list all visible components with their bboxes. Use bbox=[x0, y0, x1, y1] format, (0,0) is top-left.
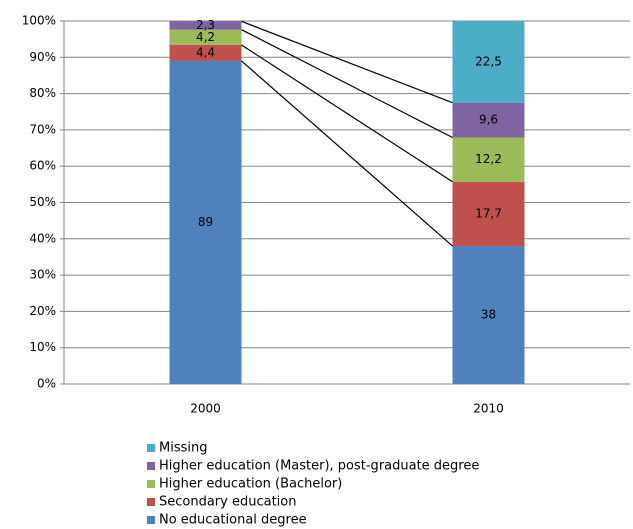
data-label: 4,2 bbox=[196, 30, 215, 44]
data-label: 12,2 bbox=[475, 152, 502, 166]
legend-label: Missing bbox=[159, 441, 207, 456]
bar-segment bbox=[452, 137, 525, 182]
legend-label: Higher education (Master), post-graduate… bbox=[159, 459, 479, 474]
y-tick-label: 90% bbox=[29, 50, 56, 64]
bar-segment bbox=[169, 21, 242, 30]
data-label: 17,7 bbox=[475, 206, 502, 220]
legend-swatch bbox=[147, 462, 155, 470]
y-tick-label: 60% bbox=[29, 159, 56, 173]
data-label: 89 bbox=[198, 215, 213, 229]
legend-label: No educational degree bbox=[159, 513, 307, 528]
data-label: 2,3 bbox=[196, 18, 215, 32]
connector-line bbox=[241, 44, 453, 183]
bar-segment bbox=[169, 60, 242, 385]
legend-swatch bbox=[147, 444, 155, 452]
bar-segment bbox=[452, 102, 525, 138]
y-tick-label: 40% bbox=[29, 231, 56, 245]
y-tick-label: 0% bbox=[37, 377, 56, 391]
x-tick-label: 2000 bbox=[190, 402, 221, 416]
y-tick-label: 20% bbox=[29, 304, 56, 318]
legend-label: Higher education (Bachelor) bbox=[159, 477, 342, 492]
y-tick-label: 70% bbox=[29, 122, 56, 136]
legend-swatch bbox=[147, 498, 155, 506]
legend-label: Secondary education bbox=[159, 495, 296, 510]
y-tick-label: 100% bbox=[22, 14, 56, 28]
bar-segment bbox=[169, 29, 242, 45]
connector-line bbox=[241, 29, 453, 139]
legend-swatch bbox=[147, 480, 155, 488]
y-tick-label: 30% bbox=[29, 268, 56, 282]
bar-segment bbox=[169, 44, 242, 61]
y-tick-label: 50% bbox=[29, 195, 56, 209]
y-tick-label: 80% bbox=[29, 86, 56, 100]
x-tick-label: 2010 bbox=[473, 402, 504, 416]
legend-swatch bbox=[147, 516, 155, 524]
connector-line bbox=[241, 20, 453, 104]
data-label: 22,5 bbox=[475, 54, 502, 68]
y-tick-label: 10% bbox=[29, 340, 56, 354]
bar-segment bbox=[452, 181, 525, 247]
data-label: 9,6 bbox=[479, 113, 498, 127]
data-label: 4,4 bbox=[196, 45, 215, 59]
bar-segment bbox=[452, 21, 525, 103]
connector-line bbox=[241, 60, 453, 247]
data-label: 38 bbox=[481, 308, 496, 322]
bar-segment bbox=[452, 246, 525, 384]
